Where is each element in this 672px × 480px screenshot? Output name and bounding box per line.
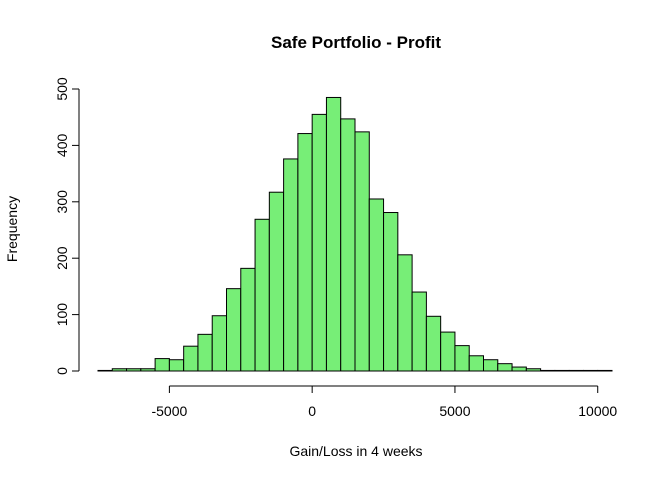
y-axis: 0 100 200 300 400 500 xyxy=(54,77,80,375)
histogram-bar xyxy=(97,369,113,372)
histogram-bar xyxy=(154,358,170,372)
histogram-bar xyxy=(268,191,285,372)
histogram-bar xyxy=(254,218,270,372)
histogram-bar xyxy=(325,96,342,372)
histogram-bar xyxy=(283,158,299,372)
histogram-bar xyxy=(597,369,613,372)
histogram-bar xyxy=(554,369,570,372)
histogram-bar xyxy=(383,212,399,372)
x-axis: -5000 0 5000 10000 xyxy=(151,385,617,419)
histogram-bar xyxy=(582,369,599,372)
x-tick-label: 10000 xyxy=(578,403,617,419)
y-tick-label: 400 xyxy=(54,134,70,158)
histogram-bar xyxy=(111,368,128,372)
histogram-bar xyxy=(354,131,370,372)
x-tick-label: 5000 xyxy=(439,403,470,419)
histogram-bar xyxy=(497,363,513,372)
histogram-bar xyxy=(168,359,185,372)
bars-group xyxy=(97,96,613,372)
y-tick-label: 200 xyxy=(54,246,70,270)
histogram-bar xyxy=(568,369,584,372)
histogram-bar xyxy=(140,368,156,372)
x-axis-label: Gain/Loss in 4 weeks xyxy=(289,443,422,459)
histogram-bar xyxy=(454,345,470,372)
histogram-bar xyxy=(368,198,385,372)
y-axis-label: Frequency xyxy=(4,196,20,262)
histogram-bar xyxy=(468,355,485,372)
histogram-bar xyxy=(525,368,542,372)
histogram-bar xyxy=(297,133,313,372)
histogram-bar xyxy=(483,359,499,372)
chart-title: Safe Portfolio - Profit xyxy=(271,33,441,52)
histogram-bar xyxy=(126,368,142,372)
histogram-bar xyxy=(183,345,199,372)
y-tick-label: 300 xyxy=(54,190,70,214)
histogram-bar xyxy=(211,315,228,372)
histogram-bar xyxy=(240,267,256,372)
y-tick-label: 100 xyxy=(54,303,70,327)
y-tick-label: 500 xyxy=(54,77,70,101)
histogram-bar xyxy=(411,291,427,372)
histogram-bar xyxy=(226,288,242,372)
x-tick-label: 0 xyxy=(308,403,316,419)
histogram-bar xyxy=(197,333,213,372)
histogram-bar xyxy=(425,315,442,372)
x-tick-label: -5000 xyxy=(151,403,187,419)
histogram-bar xyxy=(540,369,556,372)
histogram-bar xyxy=(440,331,456,372)
histogram-bar xyxy=(511,366,527,372)
histogram-bar xyxy=(397,254,413,372)
histogram-bar xyxy=(311,113,327,372)
histogram-bar xyxy=(340,118,356,372)
y-tick-label: 0 xyxy=(54,367,70,375)
